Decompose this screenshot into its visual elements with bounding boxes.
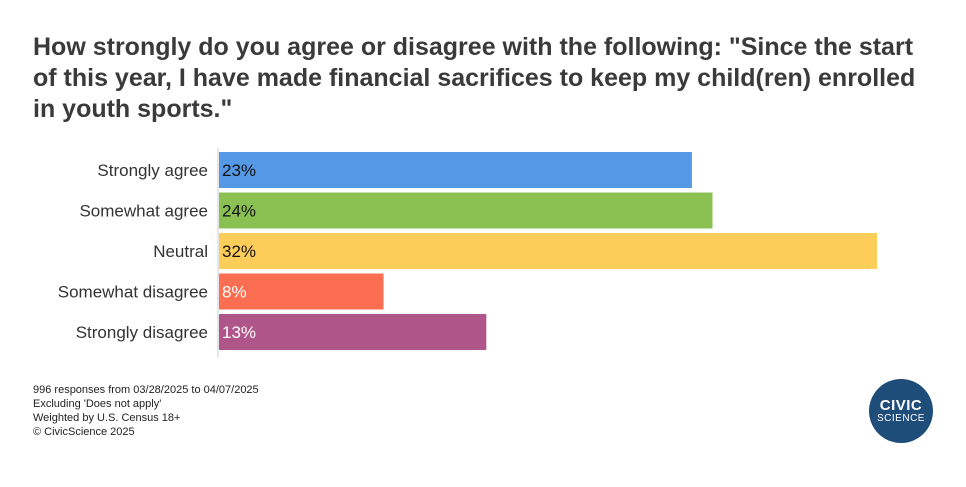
category-label-neutral: Neutral [153,242,208,261]
footnote-copyright: © CivicScience 2025 [33,426,135,438]
footnote-exclusion: Excluding 'Does not apply' [33,398,162,410]
category-label-strongly-disagree: Strongly disagree [76,323,208,342]
value-label-strongly-agree: 23% [222,161,256,180]
logo-text-science: SCIENCE [877,413,925,424]
category-label-strongly-agree: Strongly agree [97,161,208,180]
footnote-responses: 996 responses from 03/28/2025 to 04/07/2… [33,384,259,396]
footnotes: 996 responses from 03/28/2025 to 04/07/2… [33,383,259,439]
value-label-strongly-disagree: 13% [222,323,256,342]
bar-strongly-disagree [219,314,487,350]
value-label-neutral: 32% [222,242,256,261]
bar-strongly-agree [219,152,692,188]
category-label-somewhat-agree: Somewhat agree [79,202,208,221]
bar-neutral [219,233,877,269]
logo-text-civic: CIVIC [879,397,923,414]
bar-somewhat-agree [219,192,713,229]
civicscience-logo: CIVIC SCIENCE [869,379,933,443]
bar-somewhat-disagree [219,273,384,310]
footnote-weighting: Weighted by U.S. Census 18+ [33,412,181,424]
value-label-somewhat-disagree: 8% [222,283,247,302]
value-label-somewhat-agree: 24% [222,202,256,221]
chart-title: How strongly do you agree or disagree wi… [33,33,916,123]
category-label-somewhat-disagree: Somewhat disagree [58,283,208,302]
bar-chart: Strongly agree 23% Somewhat agree 24% Neutra… [58,148,877,358]
